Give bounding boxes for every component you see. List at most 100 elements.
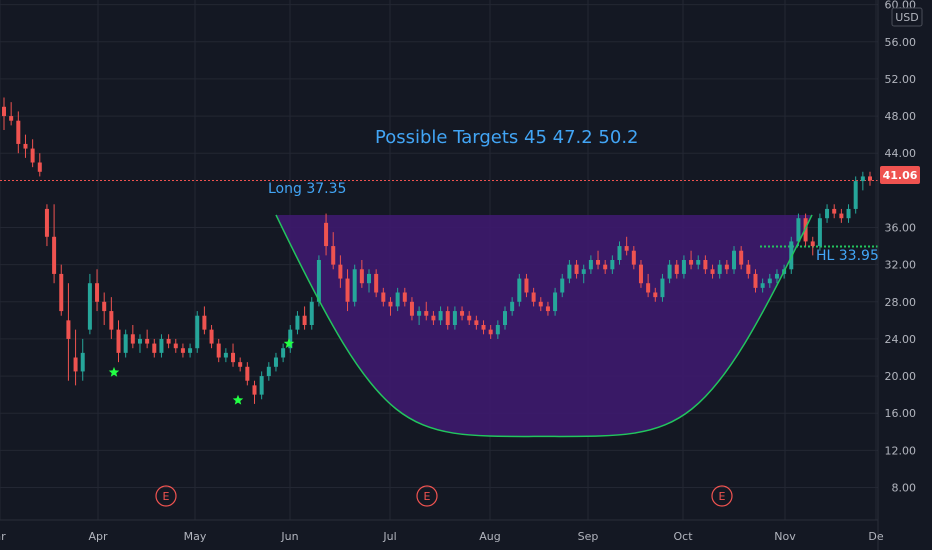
- last-price-label: 41.06: [883, 169, 918, 182]
- candle-body: [810, 241, 815, 247]
- last-price-badge: [880, 166, 920, 184]
- candle-body: [16, 120, 21, 144]
- candle-body: [259, 376, 264, 395]
- candle-body: [510, 301, 515, 312]
- time-tick-label: Aug: [479, 530, 500, 543]
- price-tick-label: 24.00: [885, 333, 917, 346]
- candle-body: [367, 273, 372, 284]
- price-tick-label: 12.00: [885, 444, 917, 457]
- candle-body: [732, 250, 737, 270]
- candle-body: [739, 250, 744, 265]
- candle-body: [860, 176, 865, 182]
- earnings-marker-label: E: [424, 490, 431, 503]
- candle-body: [9, 116, 14, 121]
- candle-body: [73, 357, 78, 372]
- candle-body: [653, 292, 658, 298]
- time-tick-label: May: [184, 530, 207, 543]
- candle-body: [774, 273, 779, 279]
- candle-body: [188, 348, 193, 353]
- price-tick-label: 16.00: [885, 407, 917, 420]
- candle-body: [796, 218, 801, 242]
- candle-body: [231, 352, 236, 363]
- candle-body: [417, 311, 422, 316]
- price-tick-label: 36.00: [885, 222, 917, 235]
- candle-body: [789, 241, 794, 270]
- candle-body: [660, 278, 665, 298]
- earnings-marker[interactable]: [155, 485, 177, 507]
- candle-body: [324, 222, 329, 247]
- candle-body: [37, 162, 42, 172]
- earnings-marker-label: E: [163, 490, 170, 503]
- candle-body: [116, 329, 121, 353]
- candle-body: [195, 315, 200, 349]
- price-tick-label: 20.00: [885, 370, 917, 383]
- candle-body: [266, 366, 271, 377]
- candle-body: [395, 292, 400, 307]
- candle-body: [316, 260, 321, 302]
- candle-body: [80, 352, 85, 372]
- candle-body: [538, 301, 543, 307]
- candle-body: [553, 292, 558, 312]
- candle-body: [617, 246, 622, 260]
- candle-body: [560, 278, 565, 293]
- candle-body: [724, 264, 729, 270]
- candle-body: [746, 264, 751, 274]
- candle-body: [674, 264, 679, 274]
- candle-body: [137, 338, 142, 344]
- candle-body: [245, 366, 250, 381]
- candle-body: [145, 338, 150, 344]
- candle-body: [703, 260, 708, 270]
- candle-body: [474, 320, 479, 325]
- candle-body: [288, 329, 293, 349]
- currency-badge[interactable]: [891, 7, 923, 27]
- candle-body: [152, 343, 157, 353]
- candle-body: [638, 264, 643, 284]
- long-annotation: Long 37.35: [268, 181, 346, 197]
- candle-body: [767, 278, 772, 284]
- candle-body: [2, 106, 6, 117]
- candle-body: [309, 301, 314, 325]
- candle-body: [567, 264, 572, 279]
- time-axis-ticks: ar Apr May Jun Jul Aug Sep Oct Nov De: [0, 530, 884, 543]
- price-tick-label: 8.00: [892, 482, 917, 495]
- candle-body: [481, 325, 486, 330]
- time-tick-label: Oct: [673, 530, 693, 543]
- candle-body: [760, 283, 765, 288]
- candle-body: [352, 269, 357, 302]
- candle-body: [252, 385, 257, 395]
- candle-body: [438, 311, 443, 321]
- candle-body: [667, 264, 672, 279]
- candle-body: [424, 311, 429, 316]
- candle-body: [431, 315, 436, 321]
- candle-body: [631, 250, 636, 265]
- candle-body: [853, 181, 858, 209]
- candle-body: [295, 315, 300, 330]
- earnings-marker[interactable]: [416, 485, 438, 507]
- price-tick-label: 52.00: [885, 73, 917, 86]
- time-tick-label: Sep: [578, 530, 599, 543]
- signal-star-marker: [108, 366, 120, 377]
- price-tick-label: 60.00: [885, 0, 917, 12]
- candle-body: [381, 292, 386, 302]
- signal-star-marker: [283, 338, 295, 349]
- time-tick-label: ar: [0, 530, 6, 543]
- candle-body: [216, 343, 221, 358]
- candle-body: [574, 264, 579, 274]
- stars: [108, 338, 295, 405]
- candle-body: [460, 311, 465, 316]
- candle-body: [302, 315, 307, 325]
- candle-body: [59, 273, 64, 312]
- price-axis-ticks: 60.00 56.00 52.00 48.00 44.00 36.00 32.00 28.00…: [885, 0, 917, 495]
- candle-body: [531, 292, 536, 302]
- candle-body: [467, 315, 472, 321]
- currency-label: USD: [895, 11, 919, 24]
- candle-body: [273, 357, 278, 367]
- earnings-marker[interactable]: [711, 485, 733, 507]
- candle-body: [409, 301, 414, 316]
- candle-body: [495, 325, 500, 335]
- signal-star-marker: [232, 394, 244, 405]
- candle-body: [109, 311, 114, 330]
- candle-body: [202, 315, 207, 330]
